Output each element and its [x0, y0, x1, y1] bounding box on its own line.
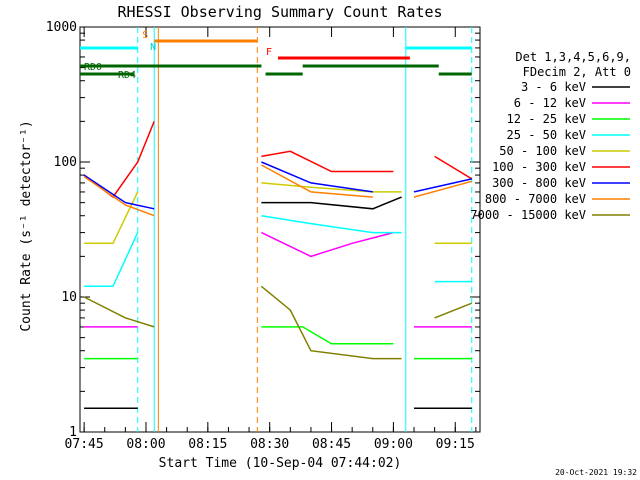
plot-frame — [79, 26, 481, 433]
y-axis-label: Count Rate (s⁻¹ detector⁻¹) — [19, 120, 34, 331]
series-line — [83, 164, 472, 217]
y-tick-label: 1 — [69, 425, 77, 440]
series-line — [83, 285, 473, 360]
series-line — [84, 231, 472, 328]
chart-title: RHESSI Observing Summary Count Rates — [117, 3, 442, 21]
series-line — [84, 182, 472, 245]
legend-label: 12 - 25 keV — [507, 112, 586, 126]
legend-label: 3 - 6 keV — [521, 80, 586, 94]
x-tick-label: 08:15 — [188, 437, 227, 452]
legend-label: 800 - 7000 keV — [485, 192, 586, 206]
legend-label: 25 - 50 keV — [507, 128, 586, 142]
x-axis-label: Start Time (10-Sep-04 07:44:02) — [159, 456, 402, 471]
legend-label: 50 - 100 keV — [499, 144, 586, 158]
y-tick-label: 100 — [54, 155, 77, 170]
series-line — [83, 121, 473, 199]
series-line — [83, 161, 472, 210]
plot-layer: 1 10 100 1000 07:45 08:00 08:15 08:30 08:45 09:00… — [46, 20, 630, 452]
x-tick-label: 08:00 — [126, 437, 165, 452]
series-line — [84, 196, 472, 409]
x-tick-label: 09:00 — [374, 437, 413, 452]
flag-label-rd0: RD0 — [84, 62, 102, 73]
series-line — [84, 214, 472, 288]
legend-label: 300 - 800 keV — [492, 176, 586, 190]
x-tick-label: 09:15 — [436, 437, 475, 452]
flag-label-s: S — [142, 30, 148, 41]
x-tick-label: 08:30 — [250, 437, 289, 452]
flag-label-f: F — [266, 47, 272, 58]
legend-label: 7000 - 15000 keV — [470, 208, 586, 222]
x-tick-label: 07:45 — [65, 437, 104, 452]
flag-label-rd4: RD4 — [118, 70, 136, 81]
legend-header-line-2: FDecim 2, Att 0 — [523, 65, 631, 79]
marker-label-n: N — [150, 42, 156, 53]
legend-label: 100 - 300 keV — [492, 160, 586, 174]
y-tick-label: 10 — [61, 290, 77, 305]
timestamp: 20-Oct-2021 19:32 — [555, 468, 637, 477]
x-tick-label: 08:45 — [312, 437, 351, 452]
series-line — [84, 326, 472, 360]
legend-header-line-1: Det 1,3,4,5,6,9, — [515, 50, 631, 64]
y-tick-label: 1000 — [46, 20, 77, 35]
legend-label: 6 - 12 keV — [514, 96, 586, 110]
